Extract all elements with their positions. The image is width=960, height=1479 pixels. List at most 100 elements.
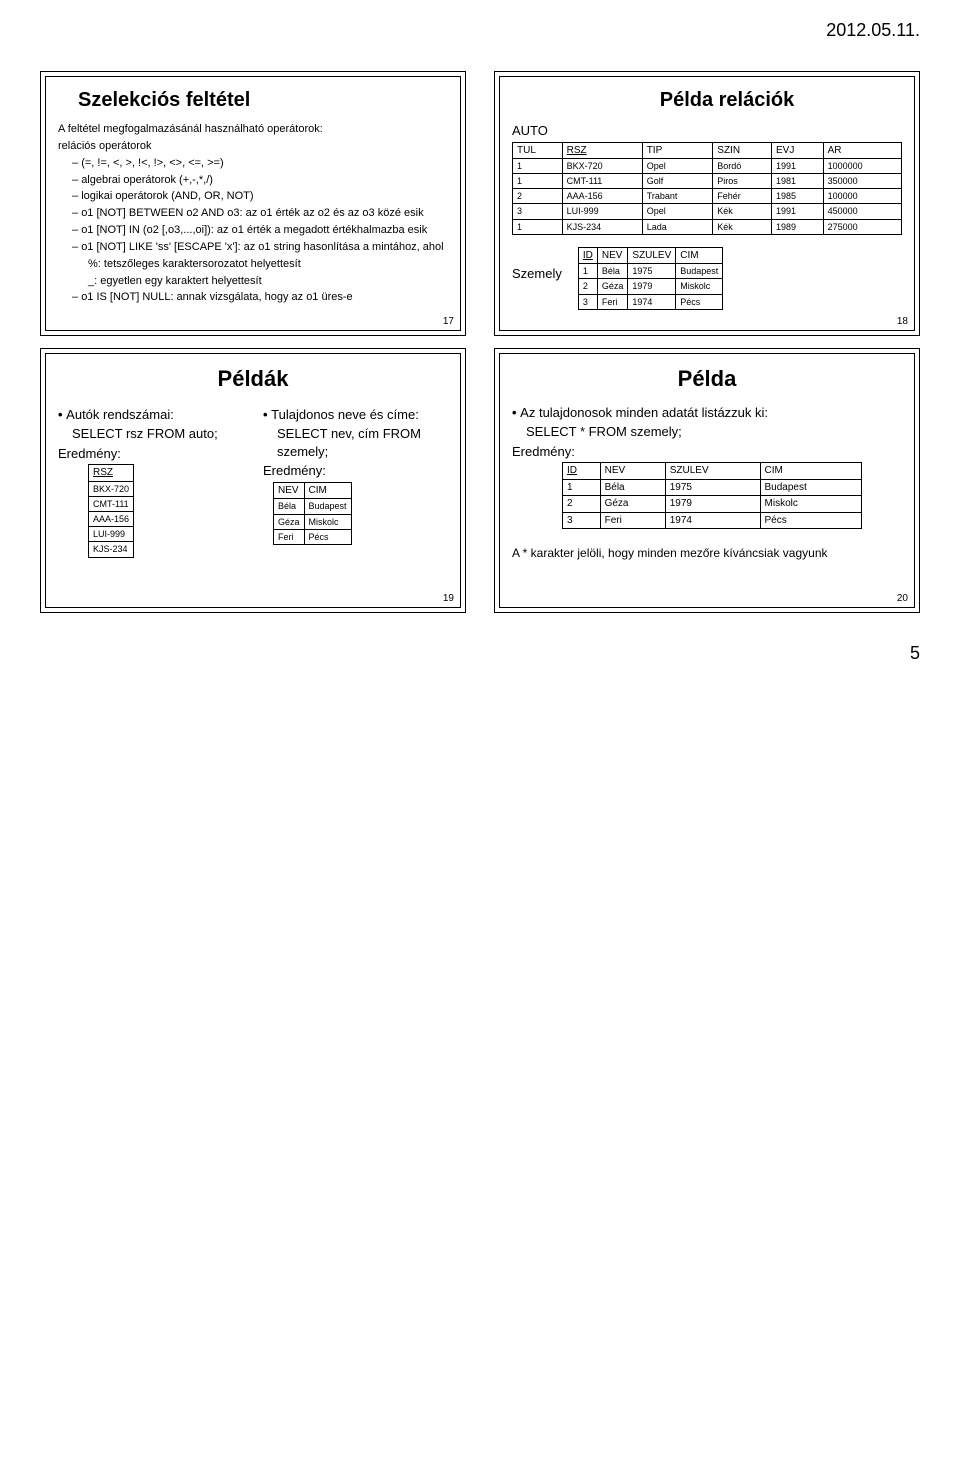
table-header: SZULEV [628,247,676,264]
table-cell: Miskolc [676,279,723,294]
table-cell: Béla [274,499,305,514]
table-cell: Pécs [760,512,861,529]
text: SELECT * FROM szemely; [526,423,902,441]
slide-title: Példa relációk [552,87,902,114]
table-cell: 100000 [823,189,901,204]
table-cell: 1991 [772,159,824,174]
table-cell: Miskolc [760,496,861,513]
table-cell: 1 [578,264,597,279]
text: A feltétel megfogalmazásánál használható… [58,122,448,137]
table-row: LUI-999 [89,527,134,542]
table-row: KJS-234 [89,542,134,557]
table-header: NEV [600,463,665,480]
text: Eredmény: [512,443,902,461]
table-cell: Trabant [642,189,713,204]
table-header: TIP [642,142,713,159]
slide-19: Példák Autók rendszámai: SELECT rsz FROM… [40,348,466,613]
table-row: 2Géza1979Miskolc [578,279,722,294]
table-header: CIM [760,463,861,480]
auto-label: AUTO [512,122,548,140]
table-header: CIM [676,247,723,264]
table-header: RSZ [89,465,134,482]
slide-title: Példa [512,364,902,394]
table-cell: 275000 [823,219,901,234]
table-cell: 1000000 [823,159,901,174]
text: SELECT rsz FROM auto; [72,425,243,443]
result-table: IDNEVSZULEVCIM1Béla1975Budapest2Géza1979… [562,462,862,529]
slide-title: Szelekciós feltétel [78,87,448,114]
table-row: 1BKX-720OpelBordó19911000000 [513,159,902,174]
table-cell: 3 [513,204,563,219]
table-row: 2Géza1979Miskolc [563,496,862,513]
text: SELECT nev, cím FROM szemely; [277,425,448,460]
table-cell: Lada [642,219,713,234]
table-cell: 3 [563,512,601,529]
table-cell: AAA-156 [562,189,642,204]
table-header: SZULEV [665,463,760,480]
slides-grid: Szelekciós feltétel A feltétel megfogalm… [40,71,920,613]
slide-20: Példa Az tulajdonosok minden adatát list… [494,348,920,613]
text: o1 [NOT] IN (o2 [,o3,...,oi]): az o1 ért… [72,223,448,238]
table-cell: CMT-111 [89,496,134,511]
table-cell: AAA-156 [89,512,134,527]
text: Autók rendszámai: [58,406,243,424]
table-header: CIM [304,482,351,499]
table-cell: BKX-720 [89,481,134,496]
text: relációs operátorok [58,139,448,154]
text: Tulajdonos neve és címe: [263,406,448,424]
table-cell: 2 [563,496,601,513]
table-cell: Géza [274,514,305,529]
text: A * karakter jelöli, hogy minden mezőre … [512,545,902,561]
auto-table: TULRSZTIPSZINEVJAR1BKX-720OpelBordó19911… [512,142,902,235]
text: %: tetszőleges karaktersorozatot helyett… [88,257,448,272]
text: Eredmény: [263,462,448,480]
text: _: egyetlen egy karaktert helyettesít [88,274,448,289]
table-cell: 1974 [665,512,760,529]
slide-title: Példák [58,364,448,394]
slide-number: 17 [443,315,454,329]
table-cell: Golf [642,174,713,189]
table-cell: Béla [597,264,628,279]
table-cell: Pécs [676,294,723,309]
table-cell: Budapest [760,479,861,496]
table-cell: Kék [713,204,772,219]
table-cell: 1985 [772,189,824,204]
text: o1 [NOT] BETWEEN o2 AND o3: az o1 érték … [72,206,448,221]
table-header: SZIN [713,142,772,159]
table-cell: Piros [713,174,772,189]
table-cell: 1974 [628,294,676,309]
table-cell: KJS-234 [562,219,642,234]
table-cell: 1991 [772,204,824,219]
table-header: ID [563,463,601,480]
table-cell: 1979 [665,496,760,513]
table-cell: BKX-720 [562,159,642,174]
table-cell: 1 [513,174,563,189]
table-cell: 1989 [772,219,824,234]
text: Eredmény: [58,445,243,463]
szemely-table: IDNEVSZULEVCIM1Béla1975Budapest2Géza1979… [578,247,723,310]
table-cell: LUI-999 [89,527,134,542]
table-cell: KJS-234 [89,542,134,557]
table-cell: 1975 [628,264,676,279]
table-header: AR [823,142,901,159]
table-cell: 1979 [628,279,676,294]
table-cell: 1 [513,219,563,234]
table-cell: 1975 [665,479,760,496]
text: o1 [NOT] LIKE 'ss' [ESCAPE 'x']: az o1 s… [72,240,448,255]
table-row: 1Béla1975Budapest [563,479,862,496]
table-cell: 1 [513,159,563,174]
table-cell: Géza [600,496,665,513]
slide-17: Szelekciós feltétel A feltétel megfogalm… [40,71,466,336]
table-cell: CMT-111 [562,174,642,189]
table-cell: Fehér [713,189,772,204]
text: algebrai operátorok (+,-,*,/) [72,173,448,188]
slide-number: 18 [897,315,908,329]
table-header: TUL [513,142,563,159]
table-cell: 3 [578,294,597,309]
table-header: NEV [597,247,628,264]
table-cell: Feri [597,294,628,309]
table-cell: 350000 [823,174,901,189]
table-row: CMT-111 [89,496,134,511]
slide-number: 20 [897,592,908,606]
table-cell: Feri [600,512,665,529]
